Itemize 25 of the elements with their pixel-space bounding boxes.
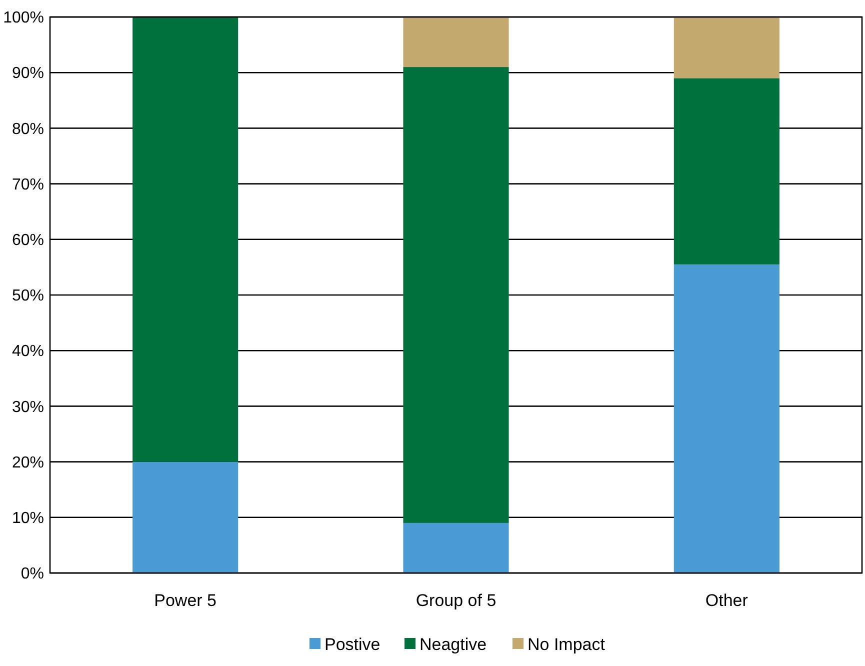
y-tick-label: 50% <box>12 288 44 305</box>
x-tick-label: Group of 5 <box>416 591 496 610</box>
bar <box>674 17 780 78</box>
bar <box>403 522 509 573</box>
legend-label: Postive <box>324 634 380 654</box>
legend-label: No Impact <box>528 634 606 654</box>
y-tick-label: 30% <box>12 398 44 416</box>
bar <box>132 17 238 462</box>
y-tick-label: 90% <box>12 65 44 82</box>
bar <box>674 264 780 573</box>
y-tick-label: 100% <box>3 10 44 27</box>
x-tick-label: Power 5 <box>154 591 217 610</box>
bar <box>132 462 238 573</box>
y-tick-label: 20% <box>12 454 44 472</box>
bar <box>403 17 509 68</box>
y-tick-label: 10% <box>12 510 44 527</box>
bar <box>403 67 509 523</box>
x-tick-label: Other <box>705 591 748 610</box>
bar <box>674 78 780 264</box>
y-tick-label: 80% <box>12 120 44 138</box>
y-tick-label: 40% <box>12 343 44 360</box>
y-tick-label: 0% <box>20 566 44 583</box>
y-tick-label: 70% <box>12 176 44 194</box>
y-tick-label: 60% <box>12 232 44 249</box>
legend-label: Neagtive <box>420 634 487 654</box>
